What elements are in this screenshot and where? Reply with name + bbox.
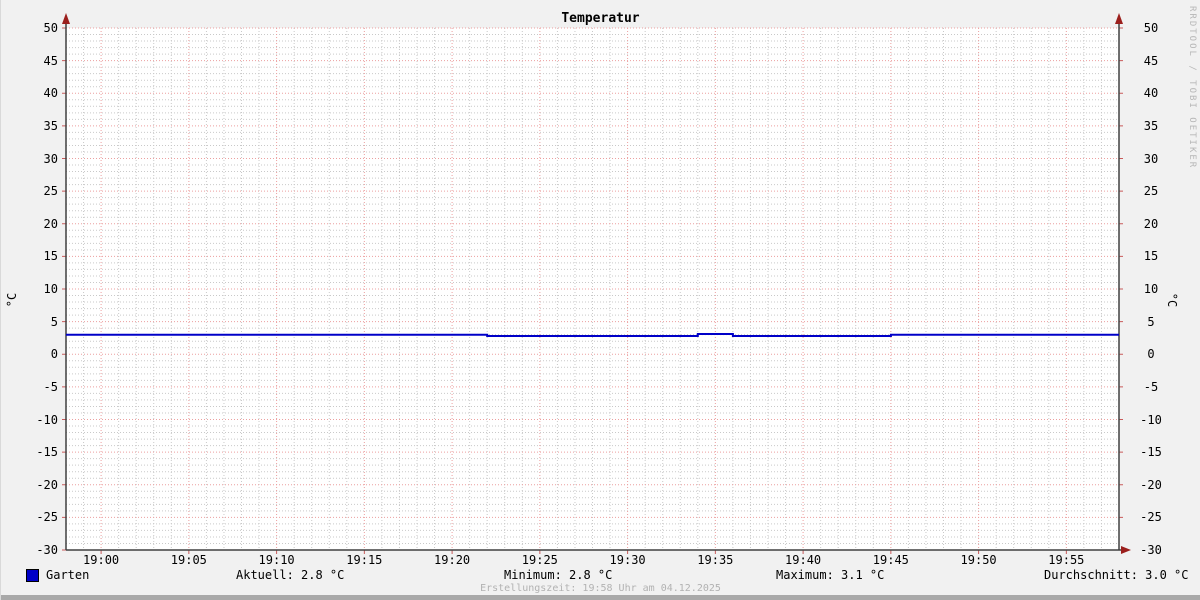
y-tick-label-left: 10 xyxy=(43,282,58,296)
y-tick-label-left: -15 xyxy=(36,445,58,460)
y-axis-arrow-right xyxy=(1115,13,1123,24)
stat-durchschnitt: Durchschnitt: 3.0 °C xyxy=(1044,568,1189,582)
y-tick-label-left: -10 xyxy=(36,412,58,427)
y-tick-label-left: -25 xyxy=(36,510,58,525)
y-tick-label-right: 35 xyxy=(1143,118,1159,133)
y-tick-label-left: 30 xyxy=(43,151,58,166)
x-tick-label: 19:40 xyxy=(785,553,822,567)
x-tick-label: 19:15 xyxy=(346,553,383,567)
x-tick-label: 19:10 xyxy=(258,553,295,567)
legend-row: Garten Aktuell: 2.8 °C Minimum: 2.8 °C M… xyxy=(1,568,1200,583)
y-tick-label-left: 40 xyxy=(43,86,58,101)
y-tick-label-left: 25 xyxy=(43,184,58,199)
y-tick-label-left: -5 xyxy=(43,379,58,394)
rrdtool-watermark: RRDTOOL / TOBI OETIKER xyxy=(1187,6,1197,170)
y-tick-label-right: -25 xyxy=(1140,510,1162,525)
series-line-garten xyxy=(66,333,1119,337)
x-tick-label: 19:00 xyxy=(83,553,120,567)
y-tick-label-right: -15 xyxy=(1140,445,1162,460)
stat-minimum: Minimum: 2.8 °C xyxy=(504,568,613,582)
y-axis-arrow-left xyxy=(62,13,70,24)
y-tick-label-right: 45 xyxy=(1143,53,1159,68)
y-tick-label-right: 20 xyxy=(1143,216,1159,231)
x-tick-label: 19:30 xyxy=(609,553,646,567)
chart-title: Temperatur xyxy=(561,11,640,26)
y-tick-label-right: -5 xyxy=(1143,379,1159,394)
y-tick-label-left: -20 xyxy=(36,477,58,492)
y-tick-label-left: 50 xyxy=(43,21,58,35)
y-tick-label-right: -20 xyxy=(1140,477,1162,492)
y-tick-label-right: 25 xyxy=(1143,184,1159,199)
y-tick-label-left: 20 xyxy=(43,216,58,231)
x-tick-label: 19:05 xyxy=(170,553,207,567)
stat-maximum: Maximum: 3.1 °C xyxy=(776,568,885,582)
x-tick-label: 19:35 xyxy=(697,553,734,567)
y-tick-label-right: 0 xyxy=(1147,347,1155,362)
x-tick-label: 19:20 xyxy=(434,553,471,567)
x-tick-label: 19:50 xyxy=(960,553,997,567)
x-tick-label: 19:25 xyxy=(521,553,558,567)
series-label: Garten xyxy=(46,568,90,582)
stat-aktuell: Aktuell: 2.8 °C xyxy=(236,568,345,582)
y-tick-label-right: -30 xyxy=(1140,543,1162,557)
y-tick-label-right: 40 xyxy=(1143,86,1159,101)
creation-time: Erstellungszeit: 19:58 Uhr am 04.12.2025 xyxy=(480,583,721,594)
y-tick-label-left: 15 xyxy=(43,249,58,264)
y-tick-label-right: 5 xyxy=(1147,314,1155,329)
y-tick-label-left: 45 xyxy=(43,53,58,68)
y-tick-label-right: 30 xyxy=(1143,151,1159,166)
window-bottom-edge xyxy=(1,595,1200,600)
y-tick-label-left: 0 xyxy=(50,347,58,362)
y-tick-label-right: 15 xyxy=(1143,249,1159,264)
series-color-swatch xyxy=(26,569,39,582)
x-axis-arrow xyxy=(1121,546,1131,554)
y-tick-label-right: -10 xyxy=(1140,412,1162,427)
x-tick-label: 19:55 xyxy=(1048,553,1085,567)
y-tick-label-left: 35 xyxy=(43,118,58,133)
y-tick-label-right: 50 xyxy=(1143,21,1159,35)
y-tick-label-left: 5 xyxy=(50,314,58,329)
y-tick-label-right: 10 xyxy=(1143,282,1159,296)
y-tick-label-left: -30 xyxy=(36,543,58,557)
x-tick-label: 19:45 xyxy=(872,553,909,567)
